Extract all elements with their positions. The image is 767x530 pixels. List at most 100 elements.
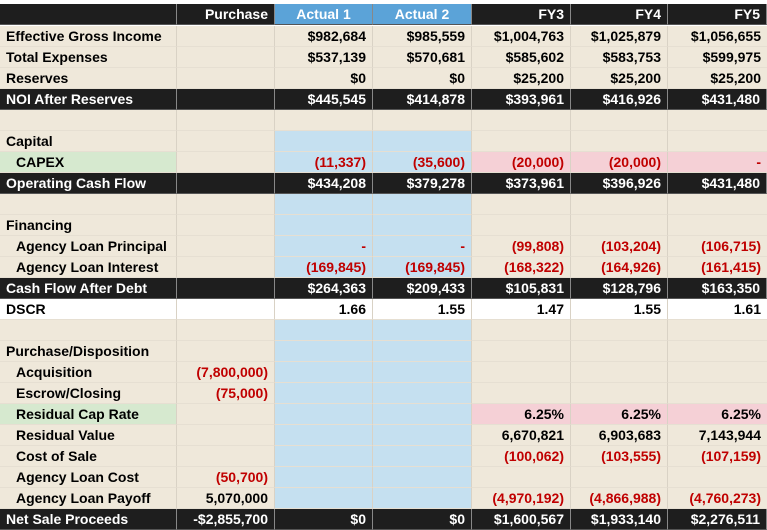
row-label[interactable]: Net Sale Proceeds: [0, 509, 177, 530]
header-fy4[interactable]: FY4: [571, 4, 668, 25]
cell-purchase[interactable]: 5,070,000: [177, 488, 275, 509]
cell-fy5[interactable]: $2,276,511: [668, 509, 767, 530]
cell-fy4[interactable]: $1,933,140: [571, 509, 668, 530]
cell-actual-1[interactable]: -: [275, 236, 373, 257]
cell-fy5[interactable]: $1,056,655: [668, 26, 767, 47]
section-heading[interactable]: Financing: [0, 215, 177, 236]
row-label[interactable]: DSCR: [0, 299, 177, 320]
cell-fy3[interactable]: [472, 362, 571, 383]
header-actual-1[interactable]: Actual 1: [275, 4, 373, 25]
row-label[interactable]: NOI After Reserves: [0, 89, 177, 110]
cell-actual-2[interactable]: (169,845): [373, 257, 472, 278]
cell-purchase[interactable]: [177, 446, 275, 467]
blank-cell[interactable]: [472, 131, 571, 152]
cell-fy4[interactable]: $583,753: [571, 47, 668, 68]
cell-fy4[interactable]: $416,926: [571, 89, 668, 110]
blank-cell[interactable]: [571, 131, 668, 152]
cell-actual-1[interactable]: [275, 383, 373, 404]
blank-cell[interactable]: [373, 215, 472, 236]
cell-actual-1[interactable]: $0: [275, 68, 373, 89]
blank-cell[interactable]: [373, 131, 472, 152]
blank-cell[interactable]: [275, 215, 373, 236]
cell-actual-2[interactable]: 1.55: [373, 299, 472, 320]
cell-fy4[interactable]: [571, 467, 668, 488]
cell-actual-2[interactable]: [373, 383, 472, 404]
cell-purchase[interactable]: [177, 89, 275, 110]
blank-cell[interactable]: [373, 341, 472, 362]
blank-cell[interactable]: [275, 131, 373, 152]
cell-actual-1[interactable]: 1.66: [275, 299, 373, 320]
cell-fy5[interactable]: (4,760,273): [668, 488, 767, 509]
section-heading[interactable]: Purchase/Disposition: [0, 341, 177, 362]
cell-fy4[interactable]: $1,025,879: [571, 26, 668, 47]
row-label[interactable]: Effective Gross Income: [0, 26, 177, 47]
blank-cell[interactable]: [275, 110, 373, 131]
cell-fy4[interactable]: (4,866,988): [571, 488, 668, 509]
row-label[interactable]: Agency Loan Principal: [0, 236, 177, 257]
cell-actual-1[interactable]: $537,139: [275, 47, 373, 68]
cell-fy3[interactable]: $105,831: [472, 278, 571, 299]
cell-fy5[interactable]: 6.25%: [668, 404, 767, 425]
cell-purchase[interactable]: -$2,855,700: [177, 509, 275, 530]
cell-fy4[interactable]: $25,200: [571, 68, 668, 89]
blank-cell[interactable]: [472, 215, 571, 236]
cell-purchase[interactable]: [177, 68, 275, 89]
cell-actual-2[interactable]: $209,433: [373, 278, 472, 299]
cell-actual-1[interactable]: [275, 446, 373, 467]
blank-cell[interactable]: [668, 320, 767, 341]
row-label[interactable]: Agency Loan Cost: [0, 467, 177, 488]
cell-fy3[interactable]: (100,062): [472, 446, 571, 467]
row-label[interactable]: Cost of Sale: [0, 446, 177, 467]
cell-fy3[interactable]: $1,600,567: [472, 509, 571, 530]
cell-actual-2[interactable]: $0: [373, 509, 472, 530]
cell-fy5[interactable]: [668, 362, 767, 383]
blank-cell[interactable]: [472, 341, 571, 362]
blank-cell[interactable]: [0, 320, 177, 341]
cell-fy5[interactable]: [668, 467, 767, 488]
blank-cell[interactable]: [373, 320, 472, 341]
cell-fy4[interactable]: $396,926: [571, 173, 668, 194]
blank-cell[interactable]: [571, 215, 668, 236]
cell-fy3[interactable]: 6.25%: [472, 404, 571, 425]
header-actual-2[interactable]: Actual 2: [373, 4, 472, 25]
cell-fy3[interactable]: $585,602: [472, 47, 571, 68]
blank-cell[interactable]: [668, 194, 767, 215]
cell-actual-1[interactable]: [275, 404, 373, 425]
cell-actual-2[interactable]: [373, 404, 472, 425]
cell-fy3[interactable]: $25,200: [472, 68, 571, 89]
cell-fy5[interactable]: $599,975: [668, 47, 767, 68]
cell-purchase[interactable]: [177, 404, 275, 425]
blank-cell[interactable]: [177, 320, 275, 341]
header-purchase[interactable]: Purchase: [177, 4, 275, 25]
cell-actual-2[interactable]: [373, 488, 472, 509]
row-label[interactable]: Agency Loan Payoff: [0, 488, 177, 509]
cell-actual-2[interactable]: $570,681: [373, 47, 472, 68]
blank-cell[interactable]: [177, 131, 275, 152]
cell-actual-2[interactable]: [373, 362, 472, 383]
blank-cell[interactable]: [275, 320, 373, 341]
cell-actual-2[interactable]: -: [373, 236, 472, 257]
cell-purchase[interactable]: [177, 173, 275, 194]
cell-fy3[interactable]: 1.47: [472, 299, 571, 320]
blank-cell[interactable]: [668, 341, 767, 362]
cell-actual-1[interactable]: [275, 488, 373, 509]
cell-fy3[interactable]: (4,970,192): [472, 488, 571, 509]
cell-purchase[interactable]: [177, 26, 275, 47]
cell-fy4[interactable]: (103,555): [571, 446, 668, 467]
cell-purchase[interactable]: [177, 47, 275, 68]
cell-actual-1[interactable]: (169,845): [275, 257, 373, 278]
blank-cell[interactable]: [668, 110, 767, 131]
cell-fy5[interactable]: (107,159): [668, 446, 767, 467]
section-heading[interactable]: Capital: [0, 131, 177, 152]
cell-purchase[interactable]: (7,800,000): [177, 362, 275, 383]
cell-fy3[interactable]: $373,961: [472, 173, 571, 194]
blank-cell[interactable]: [0, 194, 177, 215]
row-label[interactable]: Agency Loan Interest: [0, 257, 177, 278]
header-fy5[interactable]: FY5: [668, 4, 767, 25]
cell-actual-1[interactable]: [275, 362, 373, 383]
cell-fy4[interactable]: [571, 362, 668, 383]
cell-actual-2[interactable]: [373, 467, 472, 488]
blank-cell[interactable]: [571, 320, 668, 341]
blank-cell[interactable]: [571, 194, 668, 215]
header-fy3[interactable]: FY3: [472, 4, 571, 25]
